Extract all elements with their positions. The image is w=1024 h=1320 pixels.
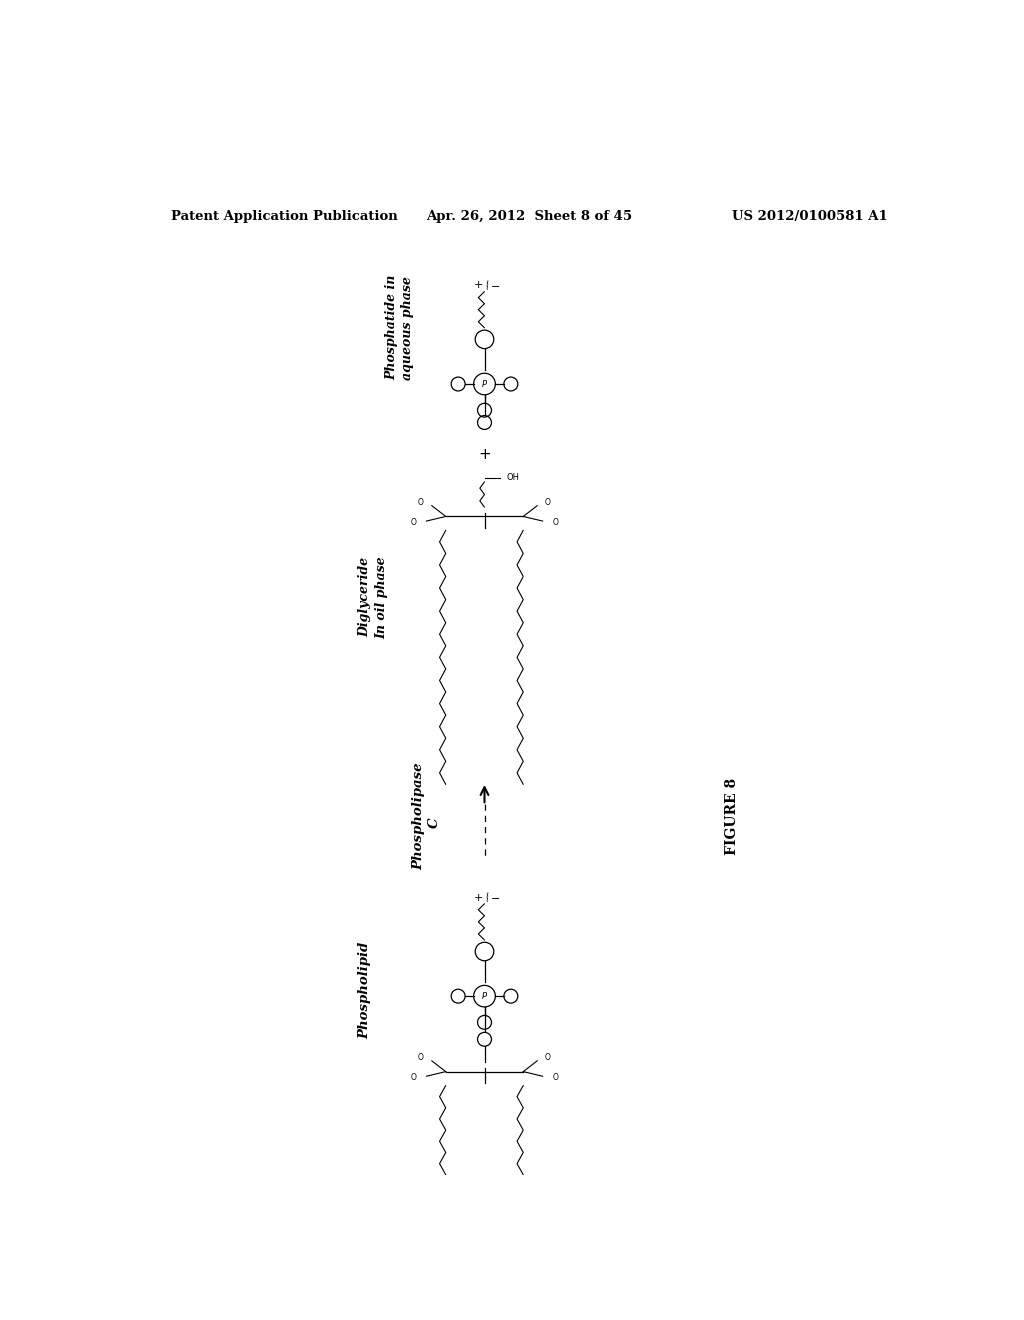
Text: O: O xyxy=(545,1053,551,1063)
Text: Phospholipase: Phospholipase xyxy=(412,763,425,870)
Text: O: O xyxy=(553,1073,559,1082)
Text: −: − xyxy=(490,282,500,292)
Text: FIGURE 8: FIGURE 8 xyxy=(725,779,739,855)
Text: Apr. 26, 2012  Sheet 8 of 45: Apr. 26, 2012 Sheet 8 of 45 xyxy=(426,210,633,223)
Text: O: O xyxy=(418,498,424,507)
Text: O: O xyxy=(553,519,559,527)
Text: O: O xyxy=(411,519,416,527)
Text: O: O xyxy=(545,498,551,507)
Text: Phosphatide in: Phosphatide in xyxy=(385,275,398,380)
Text: Diglyceride: Diglyceride xyxy=(357,557,371,638)
Text: US 2012/0100581 A1: US 2012/0100581 A1 xyxy=(732,210,888,223)
Text: O: O xyxy=(418,1053,424,1063)
Text: C: C xyxy=(428,817,440,828)
Text: OH: OH xyxy=(506,474,519,482)
Text: aqueous phase: aqueous phase xyxy=(400,276,414,380)
Text: −: − xyxy=(490,894,500,904)
Text: +: + xyxy=(474,892,483,903)
Text: O: O xyxy=(411,1073,416,1082)
Text: P: P xyxy=(482,380,487,388)
Text: /: / xyxy=(484,280,490,290)
Text: Patent Application Publication: Patent Application Publication xyxy=(171,210,397,223)
Text: +: + xyxy=(474,280,483,290)
Text: In oil phase: In oil phase xyxy=(376,556,389,639)
Text: Phospholipid: Phospholipid xyxy=(357,941,371,1039)
Text: /: / xyxy=(484,892,490,903)
Text: +: + xyxy=(478,447,490,462)
Text: P: P xyxy=(482,991,487,1001)
